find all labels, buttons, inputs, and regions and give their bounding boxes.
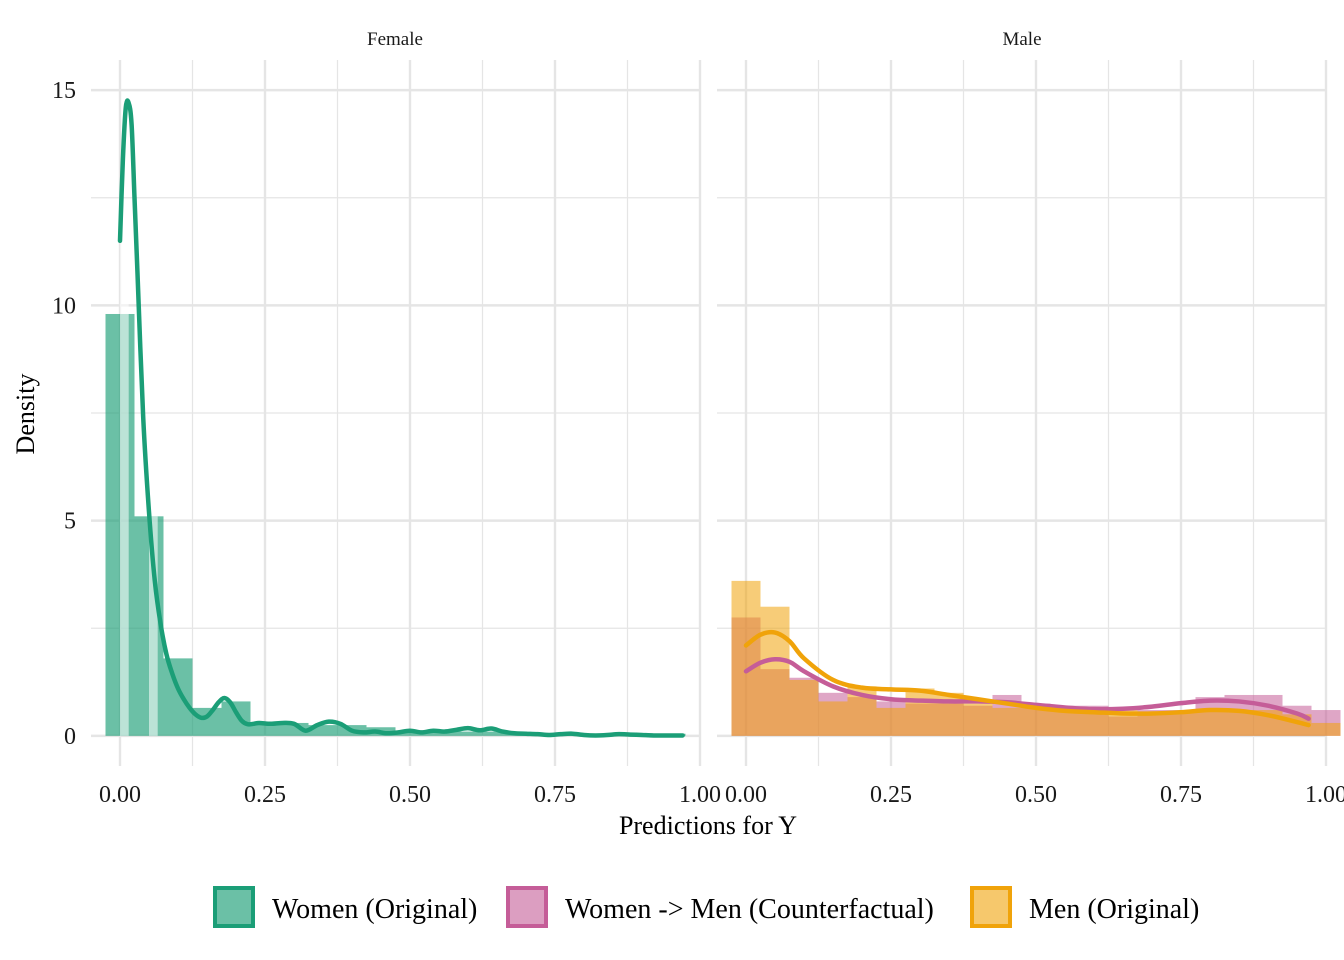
- histogram-bar-women: [453, 731, 483, 736]
- x-tick-label: 0.00: [725, 782, 767, 808]
- panel-title-female: Female: [367, 29, 423, 50]
- x-tick-label: 0.25: [870, 782, 912, 808]
- x-axis-title: Predictions for Y: [619, 811, 797, 840]
- y-tick-label: 15: [52, 78, 76, 104]
- legend-label-women: Women (Original): [272, 894, 477, 925]
- histogram-bar-men: [905, 688, 935, 736]
- panel-title-male: Male: [1002, 29, 1041, 50]
- histogram-bar-women: [192, 707, 222, 736]
- histogram-overlay-bar: [120, 236, 129, 736]
- legend-item-women: Women (Original): [213, 886, 477, 928]
- histogram-bar-women: [250, 722, 280, 736]
- histogram-bar-women: [482, 731, 512, 736]
- histogram-bar-men: [963, 703, 993, 736]
- x-tick-label: 0.25: [244, 782, 286, 808]
- histogram-bar-men: [789, 679, 819, 736]
- histogram-bar-women: [424, 731, 454, 736]
- histogram-bar-men: [992, 707, 1022, 736]
- legend: Women (Original) Women -> Men (Counterfa…: [213, 886, 1199, 928]
- legend-swatch-women: [213, 886, 255, 928]
- legend-swatch-counterfactual: [506, 886, 548, 928]
- y-tick-label: 10: [52, 293, 76, 319]
- histogram-bar-men: [760, 606, 790, 736]
- histogram-bar-women: [221, 701, 251, 736]
- histogram-bar-men: [1224, 710, 1254, 736]
- density-curve-women: [117, 98, 685, 738]
- histogram-overlay-bar: [149, 516, 158, 736]
- y-tick-label: 5: [64, 509, 76, 535]
- grid-lines: [91, 60, 1328, 766]
- legend-item-counterfactual: Women -> Men (Counterfactual): [506, 886, 934, 928]
- y-tick-label: 0: [64, 724, 76, 750]
- legend-label-men: Men (Original): [1029, 894, 1199, 925]
- histogram-bar-men: [1195, 710, 1225, 736]
- tick-labels: 0.00 0.25 0.50 0.75 1.00 0.00 0.25 0.50 0.75 1.00…: [52, 78, 1344, 808]
- histogram-bar-men: [1137, 712, 1167, 736]
- histogram-bar-women: [395, 731, 425, 736]
- x-tick-label: 0.50: [1015, 782, 1057, 808]
- histogram-bar-men: [1050, 710, 1080, 736]
- histogram-bar-men: [876, 707, 906, 736]
- x-tick-label: 0.00: [99, 782, 141, 808]
- x-tick-label: 0.50: [389, 782, 431, 808]
- x-tick-label: 1.00: [1305, 782, 1344, 808]
- density-curve-layer: [117, 98, 1311, 738]
- histogram-bar-men: [1311, 722, 1341, 736]
- x-tick-label: 1.00: [679, 782, 721, 808]
- histogram-layer: [105, 236, 1341, 736]
- histogram-bar-women: [308, 725, 338, 736]
- legend-swatch-men: [970, 886, 1012, 928]
- legend-label-counterfactual: Women -> Men (Counterfactual): [565, 894, 934, 925]
- histogram-bar-women: [163, 658, 193, 736]
- histogram-bar-men: [1021, 707, 1051, 736]
- x-tick-label: 0.75: [534, 782, 576, 808]
- histogram-bar-men: [818, 701, 848, 736]
- density-curve-men: [743, 629, 1311, 728]
- legend-item-men: Men (Original): [970, 886, 1199, 928]
- histogram-bar-men: [731, 580, 761, 736]
- histogram-bar-men: [1166, 712, 1196, 736]
- x-tick-label: 0.75: [1160, 782, 1202, 808]
- y-axis-title: Density: [11, 374, 40, 455]
